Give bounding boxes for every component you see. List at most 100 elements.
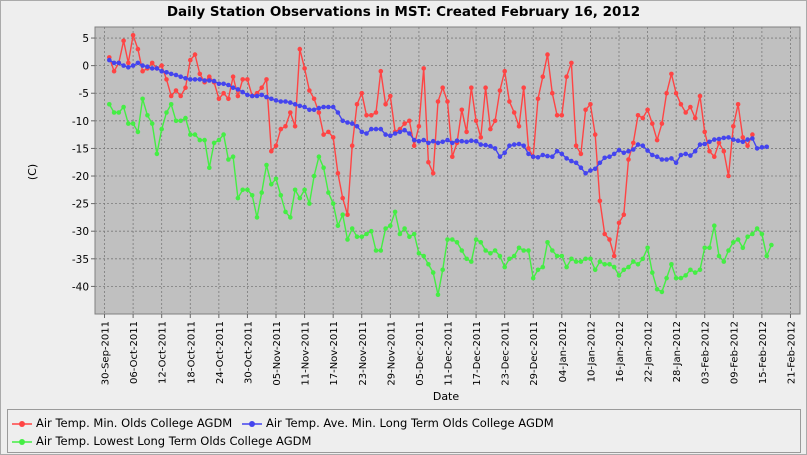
data-point-1 [221, 81, 226, 87]
data-point-1 [535, 155, 541, 160]
data-point-1 [116, 60, 122, 66]
data-point-2 [292, 187, 298, 193]
data-point-0 [430, 171, 436, 176]
data-point-1 [302, 104, 307, 110]
data-point-1 [697, 142, 703, 147]
data-point-1 [502, 150, 508, 156]
data-point-1 [407, 131, 412, 136]
data-point-0 [230, 74, 236, 79]
data-point-1 [273, 98, 279, 103]
x-tick-label: 11-Dec-2011 [444, 321, 455, 386]
data-point-0 [445, 99, 450, 104]
data-point-2 [545, 240, 550, 245]
data-point-1 [592, 166, 598, 172]
data-point-1 [597, 160, 603, 166]
data-point-2 [426, 262, 431, 267]
data-point-2 [235, 195, 241, 201]
data-point-0 [421, 66, 427, 71]
data-point-2 [450, 237, 455, 242]
data-point-0 [464, 129, 469, 135]
data-point-2 [550, 248, 555, 253]
data-point-2 [735, 237, 741, 242]
data-point-1 [326, 104, 331, 110]
data-point-2 [583, 256, 588, 262]
data-point-1 [692, 148, 698, 154]
data-point-1 [445, 137, 450, 143]
data-point-2 [645, 245, 650, 251]
data-point-1 [497, 154, 503, 159]
data-point-2 [421, 253, 427, 259]
data-point-2 [388, 223, 393, 228]
data-point-2 [168, 102, 174, 107]
data-point-2 [564, 264, 569, 270]
data-point-0 [450, 154, 455, 159]
data-point-0 [616, 220, 622, 226]
y-axis: 5 0 -5 -10 -15 -20 -25 -30 -35 -40 [72, 33, 95, 293]
data-point-0 [511, 110, 517, 115]
data-point-1 [511, 142, 517, 147]
data-point-2 [673, 275, 679, 281]
data-point-2 [373, 248, 379, 253]
data-point-1 [664, 157, 669, 162]
data-point-1 [554, 148, 560, 154]
data-point-2 [740, 245, 746, 251]
data-point-0 [183, 85, 188, 90]
data-point-2 [392, 209, 398, 215]
data-point-1 [202, 78, 207, 83]
data-point-2 [616, 273, 622, 278]
data-point-0 [340, 195, 346, 201]
data-point-2 [483, 248, 488, 253]
data-point-1 [754, 146, 760, 151]
data-point-2 [445, 237, 450, 242]
data-point-0 [654, 137, 660, 143]
x-tick-label: 10-Jan-2012 [586, 321, 597, 382]
data-point-1 [373, 126, 379, 132]
data-point-2 [307, 201, 312, 206]
data-point-2 [211, 140, 217, 146]
data-point-2 [702, 245, 707, 251]
data-point-2 [731, 240, 736, 245]
y-tick-label: -5 [79, 88, 89, 100]
x-tick-label: 04-Jan-2012 [558, 321, 569, 382]
data-point-2 [316, 154, 322, 159]
data-point-1 [211, 78, 217, 84]
data-point-0 [316, 110, 322, 115]
data-point-0 [292, 124, 298, 129]
x-tick-label: 09-Feb-2012 [729, 321, 740, 384]
x-tick-label: 16-Jan-2012 [615, 321, 626, 382]
series-line-0 [108, 32, 754, 257]
data-point-1 [188, 77, 193, 82]
data-point-0 [164, 77, 169, 82]
legend-item-min: Air Temp. Min. Olds College AGDM [11, 416, 232, 430]
data-point-1 [483, 142, 488, 148]
data-point-1 [154, 66, 160, 71]
data-point-2 [635, 262, 641, 267]
data-point-2 [688, 267, 693, 273]
data-point-1 [245, 92, 250, 98]
data-point-0 [683, 110, 688, 115]
x-tick-label: 23-Dec-2011 [501, 321, 512, 386]
data-point-0 [402, 121, 407, 126]
data-point-1 [359, 129, 365, 135]
legend-swatch-blue [242, 420, 262, 427]
data-point-1 [702, 141, 707, 147]
legend-label-lowest: Air Temp. Lowest Long Term Olds College … [36, 434, 312, 448]
data-point-1 [559, 151, 565, 157]
data-point-2 [264, 162, 269, 168]
data-point-2 [302, 187, 307, 193]
data-point-2 [721, 259, 727, 264]
data-point-1 [645, 148, 650, 153]
data-point-0 [478, 135, 484, 140]
data-point-2 [283, 209, 288, 215]
data-point-0 [626, 157, 631, 162]
data-point-0 [207, 74, 212, 79]
data-point-1 [345, 120, 350, 125]
data-point-1 [364, 131, 369, 136]
data-point-1 [631, 147, 636, 152]
data-point-0 [507, 99, 512, 104]
x-tick-label: 23-Nov-2011 [358, 321, 369, 386]
data-point-2 [640, 256, 646, 262]
data-point-1 [311, 107, 317, 113]
data-point-0 [168, 93, 174, 99]
data-point-0 [121, 38, 126, 44]
